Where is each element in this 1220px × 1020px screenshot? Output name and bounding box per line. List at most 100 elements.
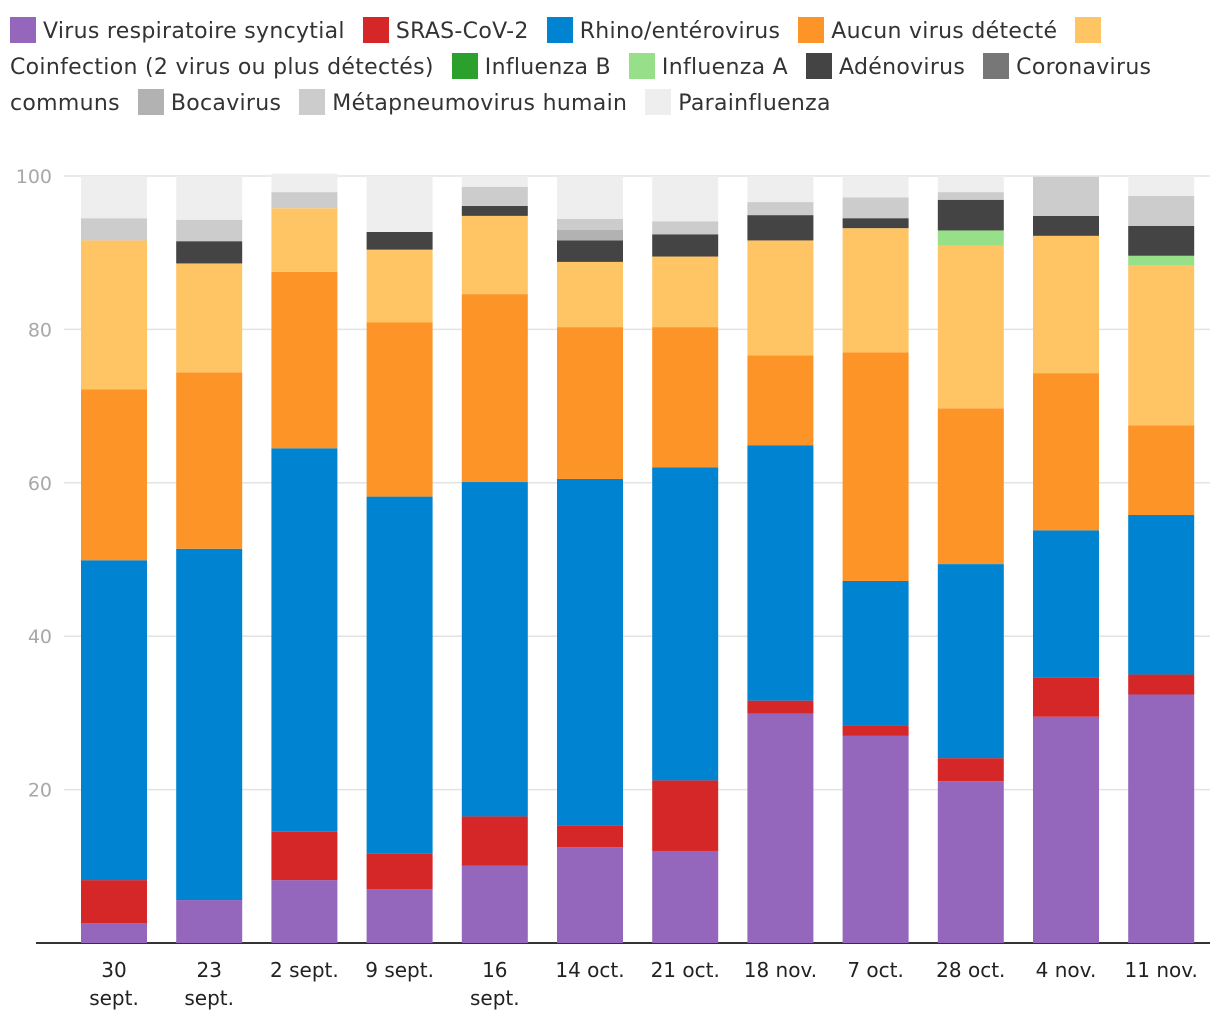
bar-segment-aucun-virus-detecte[interactable] (81, 389, 147, 561)
legend-item-metapneumovirus-humain[interactable]: Métapneumovirus humain (299, 89, 627, 116)
bar-segment-parainfluenza[interactable] (176, 176, 243, 220)
bar-segment-aucun-virus-detecte[interactable] (557, 327, 623, 479)
bar-segment-sras-cov-2[interactable] (557, 825, 623, 848)
bar-segment-metapneumovirus-humain[interactable] (652, 221, 719, 235)
bar-segment-rhino-enterovirus[interactable] (366, 496, 433, 854)
bar-segment-rhino-enterovirus[interactable] (461, 482, 528, 817)
bar-segment-rhino-enterovirus[interactable] (937, 564, 1004, 759)
bar-segment-coinfection-2-virus-ou-plus-detectes[interactable] (81, 240, 147, 390)
bar-segment-coinfection-2-virus-ou-plus-detectes[interactable] (1033, 235, 1099, 374)
bar-segment-coinfection-2-virus-ou-plus-detectes[interactable] (652, 256, 719, 328)
bar-segment-aucun-virus-detecte[interactable] (1128, 425, 1195, 516)
bar-segment-rhino-enterovirus[interactable] (747, 445, 814, 701)
bar-segment-virus-respiratoire-syncytial[interactable] (461, 865, 528, 943)
bar-segment-metapneumovirus-humain[interactable] (842, 197, 909, 219)
bar-segment-metapneumovirus-humain[interactable] (81, 218, 147, 241)
legend-item-influenza-a[interactable]: Influenza A (628, 53, 788, 80)
bar-segment-rhino-enterovirus[interactable] (1033, 530, 1099, 678)
bar-segment-metapneumovirus-humain[interactable] (747, 202, 814, 216)
bar-segment-parainfluenza[interactable] (937, 176, 1004, 193)
bar-segment-coinfection-2-virus-ou-plus-detectes[interactable] (1128, 265, 1195, 426)
bar-segment-aucun-virus-detecte[interactable] (461, 294, 528, 483)
legend-item-coinfection-2-virus-ou-plus-detectes[interactable]: Coinfection (2 virus ou plus détectés) (10, 17, 1108, 80)
bar-segment-rhino-enterovirus[interactable] (271, 448, 338, 832)
bar-segment-sras-cov-2[interactable] (937, 758, 1004, 782)
bar-segment-coinfection-2-virus-ou-plus-detectes[interactable] (842, 228, 909, 353)
bar-segment-adenovirus[interactable] (1033, 215, 1099, 236)
bar-segment-aucun-virus-detecte[interactable] (1033, 373, 1099, 531)
bar-segment-adenovirus[interactable] (557, 240, 623, 262)
bar-segment-aucun-virus-detecte[interactable] (176, 372, 243, 549)
bar-segment-sras-cov-2[interactable] (461, 816, 528, 866)
bar-segment-aucun-virus-detecte[interactable] (652, 327, 719, 468)
bar-segment-metapneumovirus-humain[interactable] (461, 186, 528, 206)
bar-segment-aucun-virus-detecte[interactable] (366, 322, 433, 497)
bar-segment-metapneumovirus-humain[interactable] (1128, 195, 1195, 226)
bar-segment-virus-respiratoire-syncytial[interactable] (81, 923, 147, 943)
bar-segment-coinfection-2-virus-ou-plus-detectes[interactable] (557, 261, 623, 328)
bar-segment-parainfluenza[interactable] (747, 176, 814, 203)
bar-segment-rhino-enterovirus[interactable] (557, 478, 623, 826)
bar-segment-virus-respiratoire-syncytial[interactable] (557, 847, 623, 943)
bar-segment-virus-respiratoire-syncytial[interactable] (747, 713, 814, 943)
legend-item-rhino-enterovirus[interactable]: Rhino/entérovirus (546, 17, 781, 44)
legend-item-influenza-b[interactable]: Influenza B (451, 53, 611, 80)
bar-segment-parainfluenza[interactable] (842, 176, 909, 198)
bar-segment-sras-cov-2[interactable] (366, 853, 433, 890)
bar-segment-metapneumovirus-humain[interactable] (937, 192, 1004, 200)
bar-segment-rhino-enterovirus[interactable] (176, 548, 243, 901)
bar-segment-virus-respiratoire-syncytial[interactable] (176, 900, 243, 943)
legend-item-adenovirus[interactable]: Adénovirus (806, 53, 965, 80)
bar-segment-adenovirus[interactable] (842, 218, 909, 229)
bar-segment-rhino-enterovirus[interactable] (1128, 515, 1195, 675)
bar-segment-sras-cov-2[interactable] (842, 725, 909, 736)
bar-segment-adenovirus[interactable] (461, 205, 528, 216)
bar-segment-aucun-virus-detecte[interactable] (842, 352, 909, 581)
bar-segment-virus-respiratoire-syncytial[interactable] (1128, 694, 1195, 943)
bar-segment-adenovirus[interactable] (652, 234, 719, 257)
bar-segment-adenovirus[interactable] (1128, 225, 1195, 256)
bar-segment-metapneumovirus-humain[interactable] (176, 219, 243, 242)
legend-item-aucun-virus-detecte[interactable]: Aucun virus détecté (798, 17, 1057, 44)
bar-segment-virus-respiratoire-syncytial[interactable] (842, 735, 909, 943)
bar-segment-aucun-virus-detecte[interactable] (747, 355, 814, 446)
bar-segment-aucun-virus-detecte[interactable] (271, 271, 338, 449)
bar-segment-sras-cov-2[interactable] (1033, 677, 1099, 717)
bar-segment-coinfection-2-virus-ou-plus-detectes[interactable] (271, 208, 338, 272)
bar-segment-aucun-virus-detecte[interactable] (937, 408, 1004, 565)
bar-segment-coinfection-2-virus-ou-plus-detectes[interactable] (747, 240, 814, 356)
bar-segment-parainfluenza[interactable] (557, 176, 623, 219)
bar-segment-influenza-a[interactable] (1128, 255, 1195, 266)
bar-segment-metapneumovirus-humain[interactable] (1033, 176, 1099, 216)
bar-segment-metapneumovirus-humain[interactable] (271, 192, 338, 209)
bar-segment-sras-cov-2[interactable] (1128, 674, 1195, 695)
bar-segment-coinfection-2-virus-ou-plus-detectes[interactable] (461, 215, 528, 295)
bar-segment-parainfluenza[interactable] (461, 176, 528, 187)
bar-segment-sras-cov-2[interactable] (81, 880, 147, 924)
bar-segment-rhino-enterovirus[interactable] (81, 560, 147, 881)
bar-segment-bocavirus[interactable] (557, 229, 623, 241)
legend-item-bocavirus[interactable]: Bocavirus (137, 89, 281, 116)
bar-segment-influenza-a[interactable] (937, 230, 1004, 246)
bar-segment-coinfection-2-virus-ou-plus-detectes[interactable] (937, 245, 1004, 409)
bar-segment-coinfection-2-virus-ou-plus-detectes[interactable] (176, 263, 243, 373)
legend-item-virus-respiratoire-syncytial[interactable]: Virus respiratoire syncytial (10, 17, 345, 44)
bar-segment-parainfluenza[interactable] (1128, 176, 1195, 196)
bar-segment-sras-cov-2[interactable] (747, 700, 814, 714)
bar-segment-coinfection-2-virus-ou-plus-detectes[interactable] (366, 249, 433, 323)
bar-segment-metapneumovirus-humain[interactable] (557, 218, 623, 230)
bar-segment-parainfluenza[interactable] (271, 173, 338, 193)
bar-segment-virus-respiratoire-syncytial[interactable] (366, 889, 433, 943)
bar-segment-rhino-enterovirus[interactable] (842, 580, 909, 726)
bar-segment-virus-respiratoire-syncytial[interactable] (652, 850, 719, 943)
bar-segment-parainfluenza[interactable] (652, 176, 719, 222)
bar-segment-adenovirus[interactable] (937, 199, 1004, 231)
bar-segment-adenovirus[interactable] (747, 215, 814, 241)
bar-segment-rhino-enterovirus[interactable] (652, 467, 719, 781)
bar-segment-parainfluenza[interactable] (81, 176, 147, 219)
bar-segment-virus-respiratoire-syncytial[interactable] (1033, 716, 1099, 943)
bar-segment-sras-cov-2[interactable] (652, 780, 719, 851)
bar-segment-adenovirus[interactable] (176, 241, 243, 264)
bar-segment-virus-respiratoire-syncytial[interactable] (271, 880, 338, 943)
bar-segment-virus-respiratoire-syncytial[interactable] (937, 781, 1004, 943)
